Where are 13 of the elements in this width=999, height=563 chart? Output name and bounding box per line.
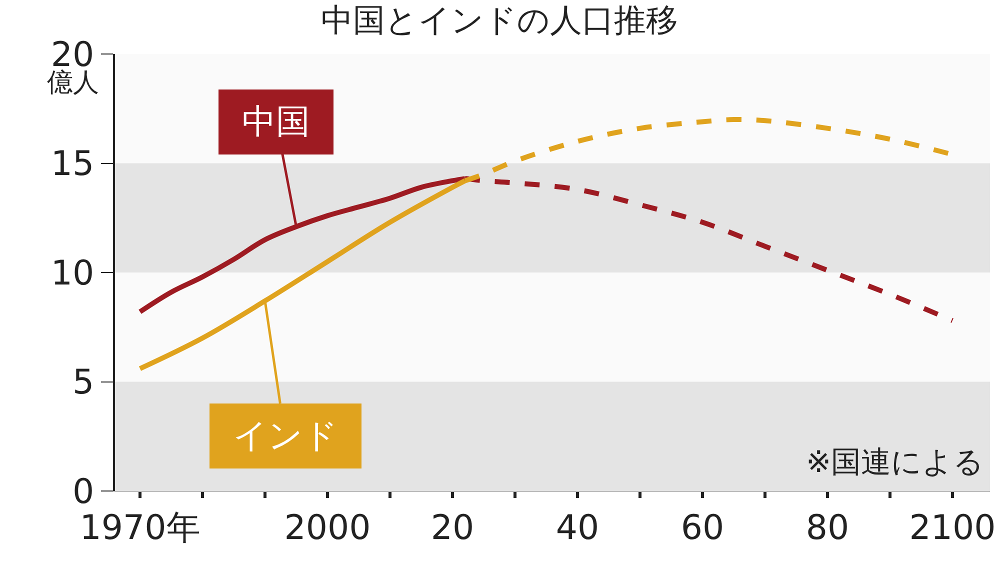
y-tick-label: 10 [50, 253, 94, 294]
x-tick-label: 2100 [909, 508, 996, 548]
annotation: ※国連による [806, 445, 984, 480]
y-tick-label: 15 [50, 144, 94, 184]
y-tick-label: 5 [72, 362, 94, 403]
x-tick-label: 40 [556, 508, 600, 548]
text: 中国 [231, 102, 321, 142]
x-tick-label: 2000 [284, 508, 371, 548]
x-tick-label: 20 [430, 508, 474, 548]
x-tick-label: 80 [806, 508, 850, 548]
x-tick-label: 60 [680, 508, 724, 548]
text: インド [222, 416, 349, 456]
chart-title: 中国とインドの人口推移 [321, 0, 678, 39]
